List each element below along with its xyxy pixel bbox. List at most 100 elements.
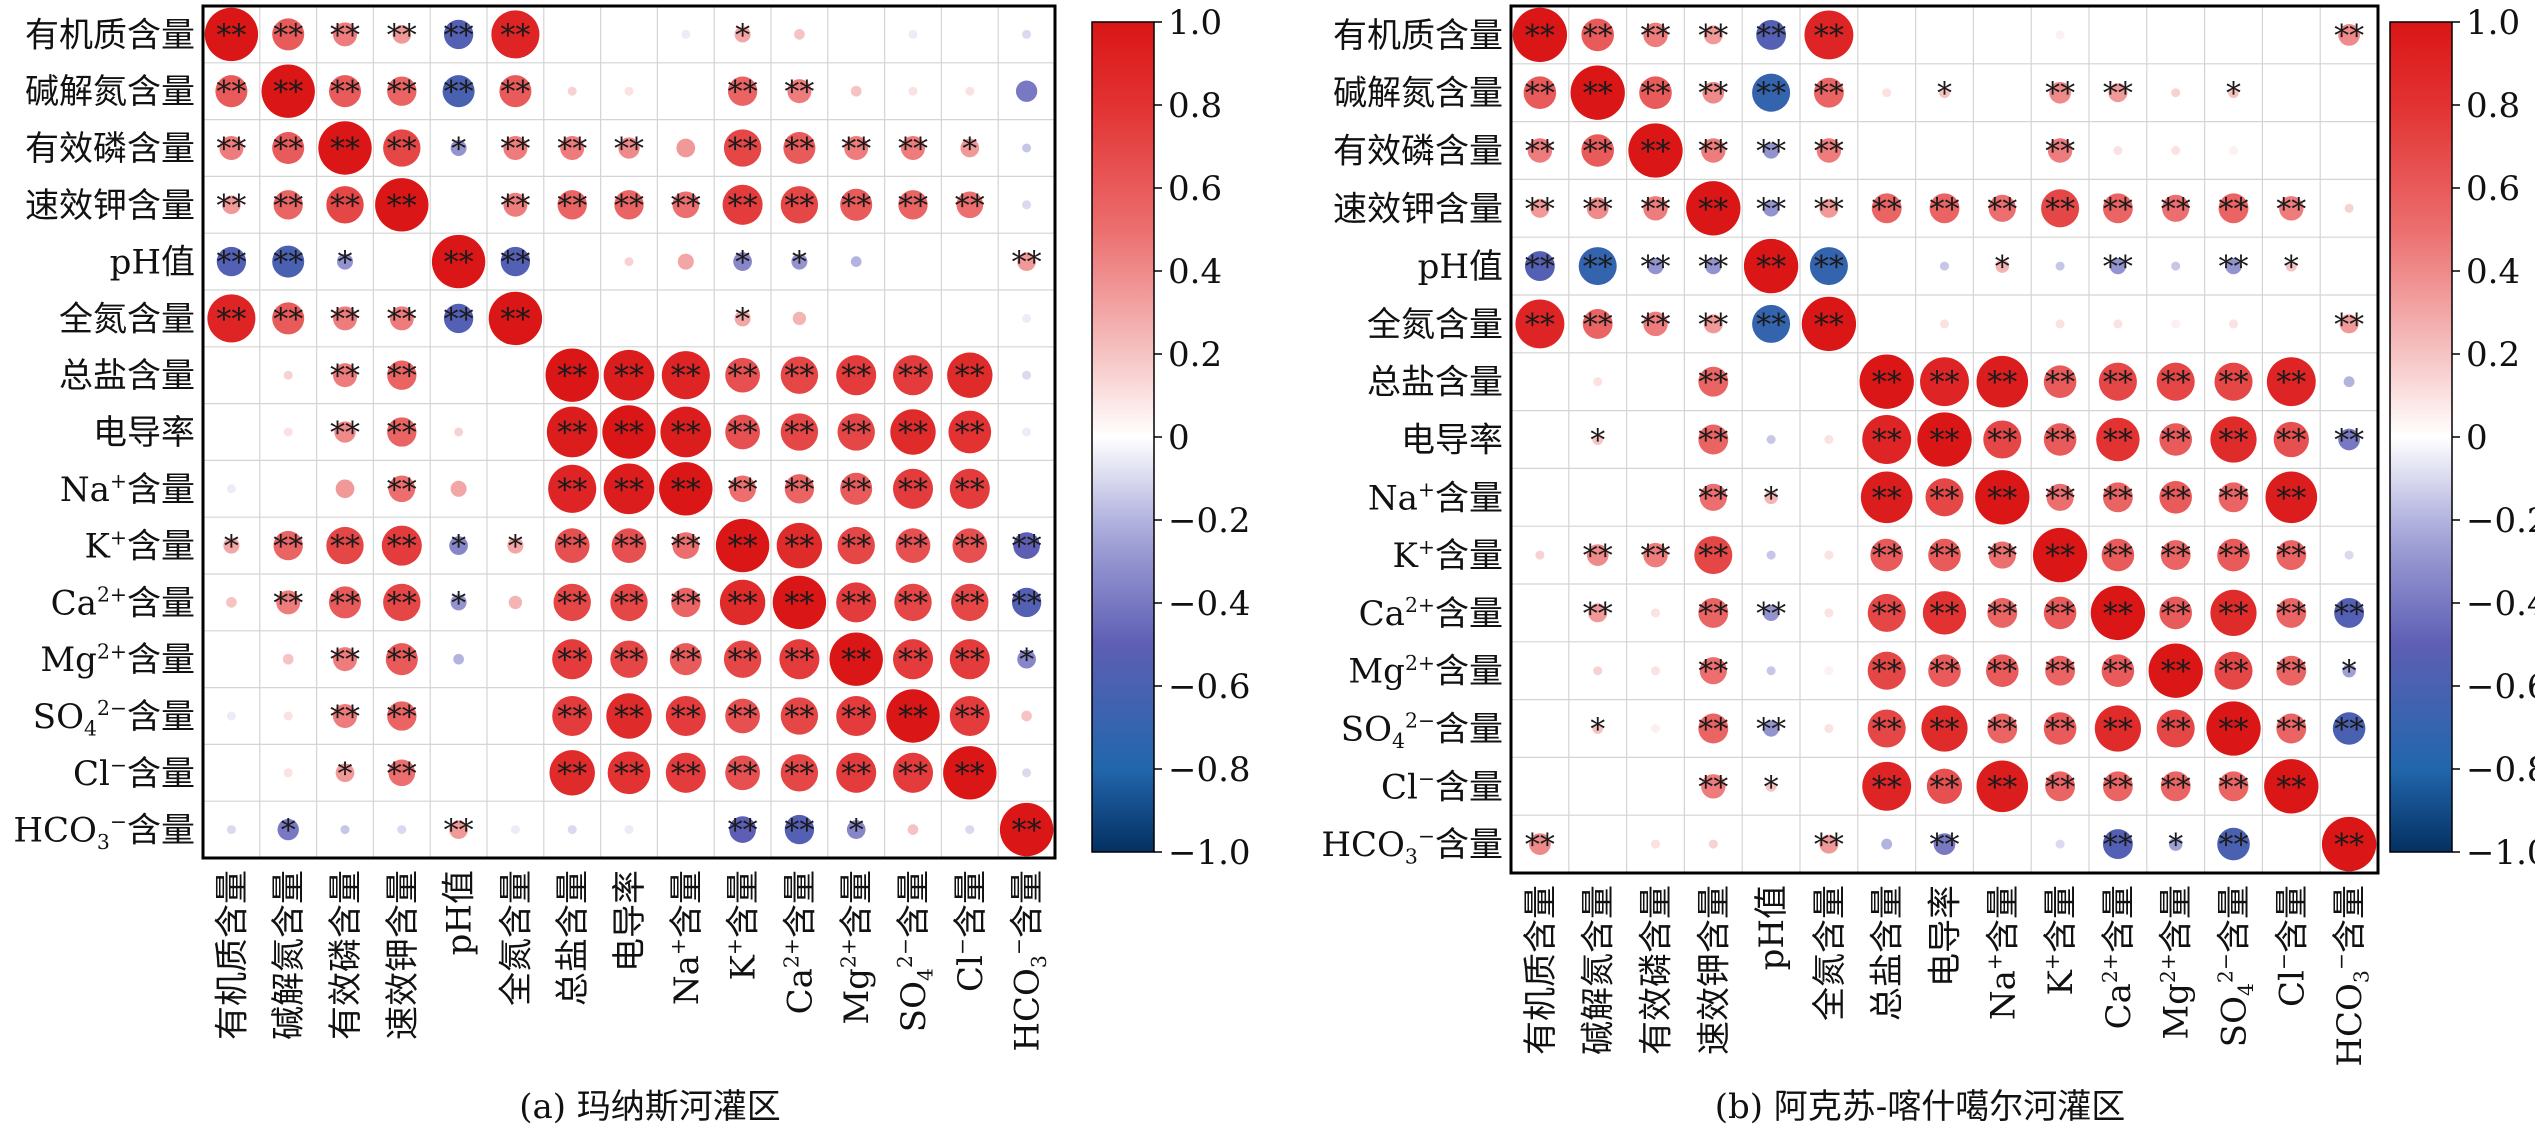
corr-circle-12-2 bbox=[1651, 724, 1660, 733]
corr-circle-7-0 bbox=[226, 427, 236, 437]
corr-circle-0-8 bbox=[1997, 30, 2007, 40]
corr-circle-14-0 bbox=[1529, 833, 1551, 855]
corr-circle-3-12 bbox=[898, 190, 928, 220]
sig-mark-3-2: ** bbox=[1641, 192, 1671, 227]
sig-mark-4-13: * bbox=[2284, 250, 2299, 285]
sig-mark-7-3: ** bbox=[1698, 424, 1728, 459]
sig-mark-12-8: ** bbox=[671, 700, 701, 735]
sig-mark-7-6: ** bbox=[1872, 424, 1902, 459]
corr-circle-2-8 bbox=[676, 138, 696, 158]
corr-circle-4-3 bbox=[1705, 257, 1722, 275]
column-label-4: pH值 bbox=[1752, 885, 1792, 970]
column-label-0: 有机质含量 bbox=[212, 870, 252, 1040]
corr-circle-5-5 bbox=[488, 291, 543, 346]
column-label-1: 碱解氮含量 bbox=[269, 870, 309, 1040]
corr-circle-0-14 bbox=[1022, 29, 1032, 39]
row-label-3: 速效钾含量 bbox=[1333, 189, 1503, 229]
corr-circle-3-2 bbox=[326, 186, 364, 224]
row-label-1: 碱解氮含量 bbox=[25, 72, 195, 112]
corr-circle-12-3 bbox=[387, 701, 417, 731]
corr-circle-12-11 bbox=[836, 695, 877, 737]
corr-circle-3-8 bbox=[1988, 194, 2016, 222]
sig-mark-9-3: ** bbox=[387, 530, 417, 565]
corr-circle-3-7 bbox=[614, 190, 644, 220]
colorbar-tick-label: 0.4 bbox=[2466, 252, 2520, 292]
corr-circle-10-14 bbox=[2334, 597, 2365, 628]
sig-mark-10-4: ** bbox=[1756, 597, 1786, 632]
corr-circle-11-7 bbox=[1928, 654, 1961, 687]
corr-circle-7-14 bbox=[1022, 427, 1032, 437]
sig-mark-8-6: ** bbox=[557, 473, 587, 508]
corr-circle-13-0 bbox=[1535, 781, 1545, 791]
corr-circle-9-5 bbox=[507, 537, 524, 554]
sig-mark-11-2: ** bbox=[330, 643, 360, 678]
corr-circle-7-11 bbox=[837, 413, 875, 451]
corr-circle-6-8 bbox=[1976, 355, 2029, 408]
corr-circle-2-12 bbox=[2229, 146, 2238, 155]
sig-mark-5-4: ** bbox=[1756, 308, 1786, 343]
corr-circle-8-3 bbox=[1699, 483, 1727, 511]
corr-circle-8-6 bbox=[1860, 471, 1913, 524]
corr-circle-5-9 bbox=[734, 310, 751, 327]
corr-circle-9-8 bbox=[1988, 541, 2016, 569]
corr-circle-10-11 bbox=[836, 582, 877, 623]
corr-circle-12-5 bbox=[1824, 724, 1834, 733]
corr-circle-8-13 bbox=[949, 468, 990, 509]
sig-mark-6-12: ** bbox=[2219, 366, 2249, 401]
corr-circle-7-6 bbox=[1862, 415, 1912, 464]
sig-mark-2-9: ** bbox=[728, 132, 758, 167]
corr-circle-9-11 bbox=[837, 526, 875, 565]
corr-circle-10-1 bbox=[1588, 603, 1608, 623]
sig-mark-8-8: ** bbox=[1987, 481, 2017, 516]
sig-mark-0-3: ** bbox=[1698, 19, 1728, 54]
column-label-2: 有效磷含量 bbox=[1637, 885, 1677, 1055]
corr-circle-2-1 bbox=[1581, 134, 1614, 167]
corr-circle-9-0 bbox=[1535, 550, 1545, 560]
sig-mark-7-13: ** bbox=[955, 416, 985, 451]
corr-circle-3-14 bbox=[2344, 203, 2354, 213]
corr-circle-4-14 bbox=[2344, 261, 2354, 271]
sig-mark-13-4: * bbox=[1764, 770, 1779, 805]
corr-circle-14-14 bbox=[999, 802, 1054, 857]
corr-circle-5-3 bbox=[389, 306, 414, 331]
corr-circle-0-11 bbox=[851, 29, 861, 39]
sig-mark-8-13: ** bbox=[955, 473, 985, 508]
sig-mark-11-13: ** bbox=[2276, 655, 2306, 690]
row-label-6: 总盐含量 bbox=[59, 356, 195, 396]
sig-mark-11-10: ** bbox=[2103, 655, 2133, 690]
corr-circle-8-11 bbox=[2159, 481, 2192, 514]
sig-mark-7-12: ** bbox=[898, 416, 928, 451]
sig-mark-7-10: ** bbox=[2103, 424, 2133, 459]
sig-mark-11-14: * bbox=[2342, 655, 2357, 690]
corr-circle-9-4 bbox=[449, 536, 468, 555]
row-label-13: Cl−含量 bbox=[73, 753, 195, 794]
sig-mark-7-3: ** bbox=[387, 416, 417, 451]
sig-mark-12-11: ** bbox=[841, 700, 871, 735]
corr-circle-6-13 bbox=[2266, 357, 2316, 407]
corr-circle-14-3 bbox=[397, 825, 407, 835]
corr-circle-12-1 bbox=[1592, 723, 1604, 734]
colorbar-tick-label: −0.8 bbox=[1168, 750, 1251, 790]
corr-circle-5-14 bbox=[2339, 314, 2359, 334]
sig-mark-9-14: ** bbox=[1012, 530, 1042, 565]
corr-circle-13-7 bbox=[607, 751, 651, 795]
corr-circle-5-4 bbox=[443, 303, 474, 334]
column-label-5: 全氮含量 bbox=[1810, 885, 1850, 1021]
sig-mark-1-1: ** bbox=[1583, 77, 1613, 112]
sig-mark-10-8: ** bbox=[1987, 597, 2017, 632]
corr-circle-0-3 bbox=[392, 25, 412, 44]
panel-a: ** ** ** ** ** ** *** ** ** ** ** ** ** **** ** ** ** * **… bbox=[13, 3, 1250, 1127]
corr-circle-8-7 bbox=[603, 463, 655, 515]
corr-circle-4-1 bbox=[1578, 247, 1617, 286]
sig-mark-13-12: ** bbox=[898, 757, 928, 792]
corr-circle-6-5 bbox=[510, 370, 520, 380]
corr-circle-14-12 bbox=[2217, 827, 2250, 861]
panel-b: ** ** ** ** ** ** **** ** ** ** ** ** * ** ** *** ** ** **… bbox=[1321, 3, 2535, 1127]
row-label-0: 有机质含量 bbox=[1333, 16, 1503, 56]
sig-mark-2-1: ** bbox=[1583, 135, 1613, 170]
corr-circle-14-3 bbox=[1708, 839, 1718, 849]
corr-circle-6-1 bbox=[283, 370, 293, 380]
sig-mark-12-9: ** bbox=[2045, 713, 2075, 748]
corr-circle-9-14 bbox=[2344, 550, 2354, 560]
corr-circle-4-9 bbox=[733, 252, 752, 271]
